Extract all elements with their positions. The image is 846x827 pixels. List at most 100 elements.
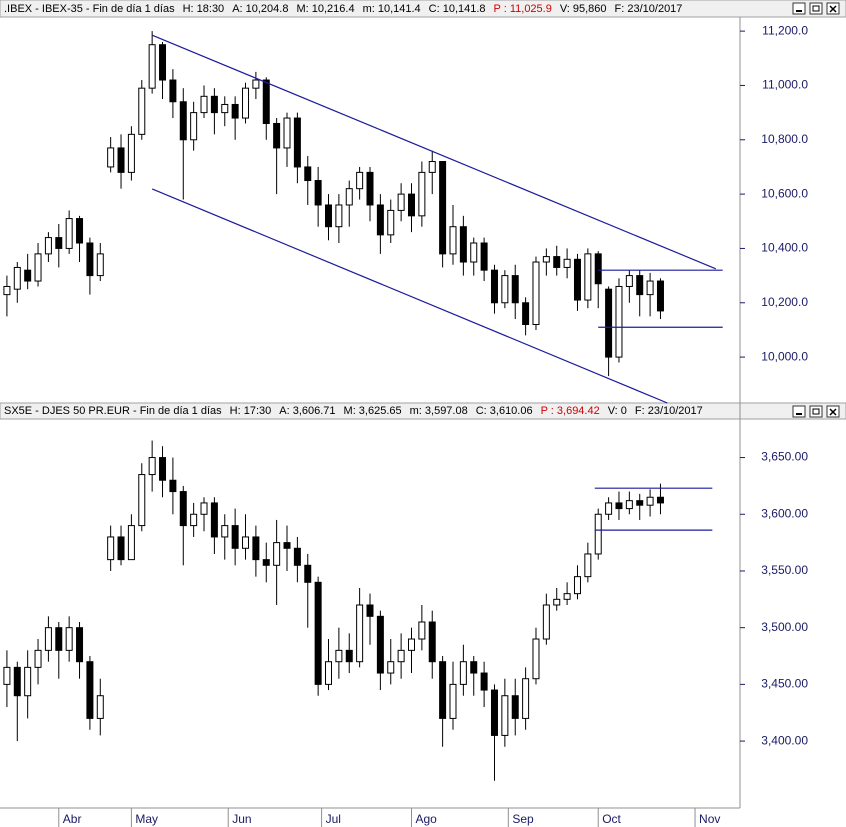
y-tick-label: 10,600.0: [761, 186, 808, 200]
candle-body: [148, 44, 156, 89]
candle-body: [55, 627, 63, 651]
x-tick-label: Nov: [699, 812, 720, 826]
candle-body: [159, 44, 167, 81]
header-bar: [0, 0, 846, 18]
candle-body: [584, 253, 592, 301]
candle-body: [376, 615, 384, 674]
candle-body: [397, 193, 405, 211]
candle-body: [594, 253, 602, 285]
candle-body: [366, 171, 374, 206]
minimize-button[interactable]: [792, 2, 806, 15]
candle-body: [304, 564, 312, 583]
candle-body: [325, 661, 333, 685]
y-tick-label: 3,650.00: [761, 450, 808, 464]
candle-body: [107, 147, 115, 168]
candle-body: [418, 171, 426, 217]
candle-body: [44, 237, 52, 255]
candle-body: [501, 275, 509, 304]
candle-body: [127, 525, 135, 561]
candle-body: [96, 695, 104, 719]
candle-body: [553, 598, 561, 606]
header-bar: [0, 402, 846, 420]
header-field: A: 10,204.8: [232, 3, 288, 15]
candle-body: [3, 666, 11, 685]
candle-body: [563, 258, 571, 268]
header-field: m: 3,597.08: [410, 405, 468, 417]
candle-body: [356, 604, 364, 663]
y-tick-label: 3,400.00: [761, 733, 808, 747]
candle-body: [273, 542, 281, 566]
candle-body: [65, 627, 73, 651]
candle-body: [542, 604, 550, 640]
header-field: P : 11,025.9: [494, 3, 552, 15]
candle-body: [542, 256, 550, 263]
candle-body: [605, 502, 613, 515]
candle-body: [210, 502, 218, 538]
candle-body: [335, 204, 343, 228]
candle-body: [356, 171, 364, 190]
header-field: F: 23/10/2017: [635, 405, 703, 417]
candle-body: [418, 621, 426, 640]
candle-body: [387, 661, 395, 674]
trend-line: [151, 34, 717, 270]
candle-body: [345, 188, 353, 206]
header-field: M: 3,625.65: [344, 405, 402, 417]
candle-body: [179, 101, 187, 141]
candle-body: [615, 285, 623, 358]
x-tick-label: Jun: [232, 812, 251, 826]
header-field: .IBEX - IBEX-35 - Fin de día 1 días: [4, 3, 175, 15]
icon: [829, 408, 837, 416]
candle-body: [138, 87, 146, 135]
candle-body: [252, 536, 260, 561]
header-field: C: 3,610.06: [476, 405, 533, 417]
candle-body: [200, 95, 208, 114]
restore-button[interactable]: [809, 405, 823, 418]
candle-body: [65, 218, 73, 249]
candle-body: [511, 275, 519, 304]
y-tick-label: 10,400.0: [761, 241, 808, 255]
candle-body: [397, 649, 405, 663]
candle-body: [242, 536, 250, 549]
candle-body: [169, 479, 177, 493]
window-buttons[interactable]: [792, 2, 840, 418]
candle-body: [252, 79, 260, 89]
y-tick-label: 11,200.0: [762, 23, 808, 37]
candle-body: [13, 266, 21, 290]
candle-body: [625, 500, 633, 510]
minimize-button[interactable]: [792, 405, 806, 418]
candle-body: [490, 689, 498, 736]
header-field: V: 95,860: [560, 3, 607, 15]
candle-body: [563, 593, 571, 600]
icon: [829, 5, 837, 13]
y-tick-label: 3,600.00: [761, 506, 808, 520]
candle-body: [490, 269, 498, 304]
candle-body: [636, 275, 644, 296]
candle-body: [210, 95, 218, 114]
candle-body: [283, 542, 291, 549]
candle-body: [573, 576, 581, 595]
candle-body: [594, 513, 602, 555]
candle-body: [190, 513, 198, 527]
candle-body: [76, 627, 84, 663]
x-tick-label: Sep: [512, 812, 534, 826]
header-field: A: 3,606.71: [279, 405, 335, 417]
candle-body: [428, 621, 436, 663]
candle-body: [459, 226, 467, 263]
candle-body: [262, 559, 270, 566]
candle-body: [148, 457, 156, 476]
candle-body: [190, 112, 198, 141]
candle-body: [117, 536, 125, 561]
candle-body: [407, 638, 415, 651]
candle-body: [656, 496, 664, 504]
candle-body: [76, 218, 84, 244]
x-tick-label: Oct: [602, 812, 621, 826]
candle-body: [314, 581, 322, 685]
candle-body: [407, 193, 415, 217]
candle-body: [200, 502, 208, 515]
candle-body: [44, 627, 52, 651]
candle-body: [532, 261, 540, 325]
y-tick-label: 10,800.0: [761, 132, 808, 146]
candle-body: [584, 553, 592, 578]
restore-button[interactable]: [809, 2, 823, 15]
